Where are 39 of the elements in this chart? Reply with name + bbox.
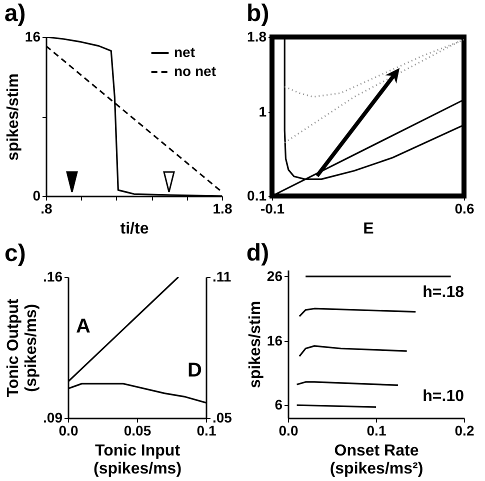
annotation: h=.10 [422,388,464,405]
legend-label: no net [174,63,216,79]
series-label: A [76,316,90,338]
x-tick-label: -0.1 [260,200,285,216]
y-tick-label: 16 [266,332,283,348]
series-label: D [188,360,202,382]
x-tick-label: 0.1 [196,422,216,438]
y-tick-label: 16 [24,28,41,44]
x-axis-title: E [363,220,374,238]
y-tick-label: 1.8 [247,28,267,44]
y-tick-label: .09 [43,410,63,426]
chart-title: d) [246,239,270,266]
chart-title: b) [246,0,270,27]
chart-title: a) [4,0,26,27]
annotation: h=.18 [422,284,464,302]
y-axis-title: Tonic Output (spikes/ms) [5,298,40,398]
x-axis-title: Tonic Input (spikes/ms) [93,442,182,478]
x-tick-label: 0.0 [58,422,78,438]
y-tick-label: 6 [274,396,283,413]
y-tick-label: 1 [258,103,267,120]
x-axis-title: Onset Rate (spikes/ms²) [330,442,424,478]
chart-title: c) [4,240,26,267]
y-tick-label: 0.1 [247,188,267,204]
x-tick-label: 0.1 [366,422,386,438]
x-axis-title: ti/te [120,220,149,238]
legend-label: net [174,44,196,60]
y2-tick-label: .05 [212,410,232,426]
x-tick-label: 0.05 [124,422,152,438]
x-tick-label: 0.2 [454,422,474,438]
y-tick-label: .16 [43,268,63,284]
y2-tick-label: .11 [212,268,232,284]
y-axis-title: spikes/stim [4,73,22,161]
y-tick-label: 26 [266,268,283,284]
x-tick-label: 1.8 [212,200,232,216]
x-tick-label: 0.0 [278,422,298,438]
y-tick-label: 0 [32,188,41,204]
x-tick-label: 0.6 [454,200,474,216]
y-axis-title: spikes/stim [246,300,264,388]
x-tick-label: .8 [40,200,53,216]
